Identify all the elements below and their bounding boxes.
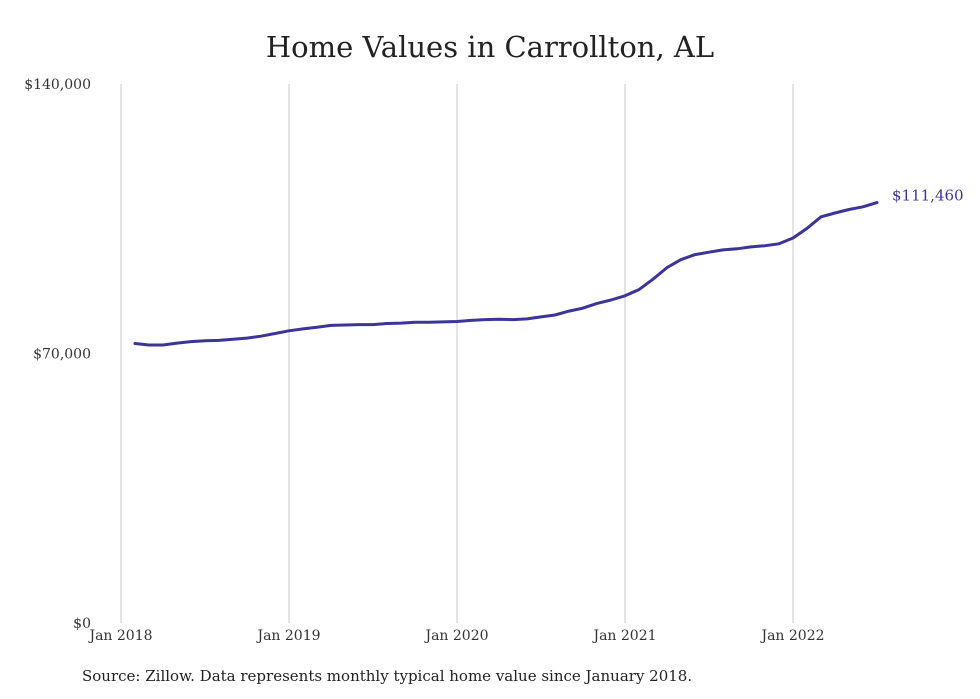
chart-title: Home Values in Carrollton, AL [265, 30, 715, 64]
series-group: $111,460 [133, 187, 964, 347]
gridlines [120, 84, 794, 623]
source-note: Source: Zillow. Data represents monthly … [82, 667, 693, 685]
y-tick-label: $140,000 [24, 77, 91, 93]
y-tick-label: $0 [73, 616, 91, 632]
y-tick-label: $70,000 [33, 347, 91, 363]
y-axis-ticks: $0 $70,000 $140,000 [24, 77, 91, 632]
x-tick-label: Jan 2019 [255, 628, 320, 644]
x-tick-label: Jan 2020 [423, 628, 488, 644]
x-tick-label: Jan 2018 [87, 628, 152, 644]
x-axis-ticks: Jan 2018 Jan 2019 Jan 2020 Jan 2021 Jan 2022 [87, 628, 824, 644]
x-tick-label: Jan 2022 [759, 628, 824, 644]
series-line [133, 201, 879, 347]
end-value-label: $111,460 [892, 187, 964, 205]
x-tick-label: Jan 2021 [591, 628, 656, 644]
